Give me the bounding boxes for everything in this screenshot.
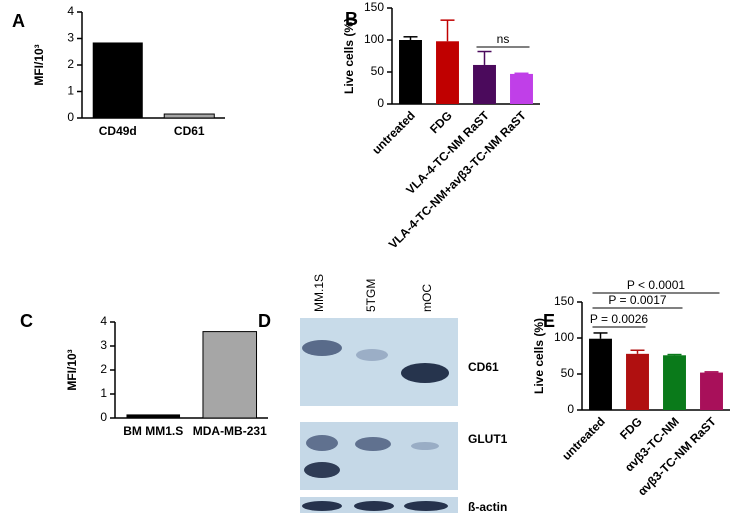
bar — [126, 414, 181, 418]
band — [302, 340, 342, 356]
bar — [163, 113, 215, 119]
band — [302, 501, 342, 511]
y-axis-label: MFI/10³ — [32, 44, 46, 85]
y-tick-label: 150 — [554, 294, 574, 308]
panel-letter: B — [345, 9, 358, 29]
bar — [473, 64, 496, 104]
bar — [589, 338, 612, 410]
x-tick-label: untreated — [369, 108, 418, 157]
x-tick-label: untreated — [559, 414, 608, 463]
lane-label: MM.1S — [312, 274, 326, 312]
y-tick-label: 100 — [554, 330, 574, 344]
bar — [510, 73, 533, 104]
band-label: CD61 — [468, 360, 499, 374]
y-tick-label: 0 — [377, 96, 384, 110]
band-label: GLUT1 — [468, 432, 508, 446]
band — [401, 363, 449, 383]
annotation: P = 0.0017 — [608, 293, 666, 307]
blot-panel: D — [258, 311, 458, 513]
lane-label: mOC — [420, 284, 434, 312]
x-tick-label: VLA-4-TC-NM+avβ3-TC-NM RaST — [386, 108, 530, 252]
y-axis-label: Live cells (%) — [532, 318, 546, 394]
panel-letter: E — [543, 311, 555, 331]
lane-label: 5TGM — [364, 279, 378, 312]
y-tick-label: 1 — [100, 386, 107, 400]
band — [411, 442, 439, 450]
bar — [399, 40, 422, 104]
y-tick-label: 2 — [100, 362, 107, 376]
bar — [92, 42, 143, 118]
y-tick-label: 2 — [67, 57, 74, 71]
annotation: P = 0.0026 — [590, 312, 648, 326]
y-tick-label: 3 — [100, 338, 107, 352]
y-tick-label: 50 — [371, 64, 385, 78]
x-tick-label: FDG — [617, 414, 645, 442]
y-tick-label: 100 — [364, 32, 384, 46]
panel-letter: D — [258, 311, 271, 331]
annotation: ns — [497, 32, 510, 46]
x-tick-label: CD49d — [99, 124, 137, 138]
y-tick-label: 3 — [67, 31, 74, 45]
y-tick-label: 0 — [100, 410, 107, 424]
band — [355, 437, 391, 451]
y-tick-label: 1 — [67, 84, 74, 98]
y-axis-label: MFI/10³ — [65, 349, 79, 390]
bar — [436, 41, 459, 104]
band — [356, 349, 388, 361]
bar — [202, 331, 258, 419]
bar — [626, 353, 649, 410]
annotation: P < 0.0001 — [627, 278, 685, 292]
x-tick-label: FDG — [427, 108, 455, 136]
y-tick-label: 150 — [364, 0, 384, 14]
band — [306, 435, 338, 451]
bar — [663, 355, 686, 410]
y-tick-label: 0 — [567, 402, 574, 416]
x-tick-label: BM MM1.S — [123, 424, 183, 438]
band-label: ß-actin — [468, 500, 507, 514]
x-tick-label: CD61 — [174, 124, 205, 138]
y-tick-label: 50 — [561, 366, 575, 380]
y-axis-label: Live cells (%) — [342, 18, 356, 94]
x-tick-label: MDA-MB-231 — [193, 424, 267, 438]
y-tick-label: 4 — [100, 314, 107, 328]
band — [304, 462, 340, 478]
panel-letter: A — [12, 11, 25, 31]
panel-letter: C — [20, 311, 33, 331]
y-tick-label: 0 — [67, 110, 74, 124]
blot-membrane — [300, 318, 458, 406]
band — [354, 501, 394, 511]
band — [404, 501, 448, 511]
blot-membrane — [300, 422, 458, 490]
y-tick-label: 4 — [67, 4, 74, 18]
bar — [700, 372, 723, 410]
